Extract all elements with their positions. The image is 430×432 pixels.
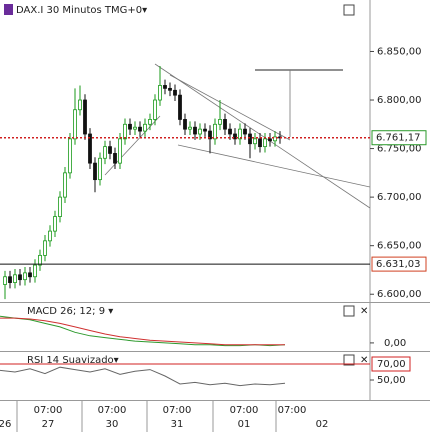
level-label: 6.631,03	[376, 259, 421, 270]
candle-body	[163, 85, 167, 89]
candle-body	[23, 272, 27, 281]
candle-body	[73, 109, 77, 140]
x-tick-label: 07:00	[230, 405, 259, 416]
candle-body	[93, 162, 97, 181]
candle-body	[138, 126, 142, 132]
candle-body	[178, 94, 182, 120]
candle-body	[143, 123, 147, 132]
chart-title: DAX.I 30 Minutos TMG+0▾	[16, 5, 147, 16]
candle-body	[28, 272, 32, 278]
trend-line	[104, 115, 161, 176]
candle-body	[133, 126, 137, 130]
close-button[interactable]: ✕	[360, 355, 368, 366]
level-box	[371, 256, 427, 272]
candle-body	[233, 133, 237, 140]
y-tick-label: 0,00	[384, 338, 406, 349]
candle-body	[13, 274, 17, 283]
y-tick-label: 6.750,00	[377, 144, 422, 155]
x-tick-label: 07:00	[163, 405, 192, 416]
candle-body	[228, 128, 232, 135]
candle-body	[253, 138, 257, 145]
trend-line	[154, 63, 370, 209]
main-panel	[3, 63, 370, 300]
y-tick-label: 50,00	[377, 375, 406, 386]
candle-body	[53, 216, 57, 232]
candle-body	[218, 119, 222, 125]
maximize-button[interactable]	[343, 4, 355, 16]
candle-body	[33, 264, 37, 278]
date-label: 02	[316, 419, 329, 430]
instrument-icon	[4, 4, 13, 15]
candle-body	[98, 157, 102, 181]
maximize-button[interactable]	[343, 305, 355, 317]
candle-body	[273, 136, 277, 142]
macd-line	[0, 317, 285, 346]
candle-body	[203, 128, 207, 132]
y-tick-label: 6.600,00	[377, 289, 422, 300]
candle-body	[43, 240, 47, 256]
rsi-title: RSI 14 Suavizado▾	[27, 355, 119, 366]
date-label: 30	[106, 419, 119, 430]
rsi-line	[0, 366, 286, 387]
candle-body	[268, 138, 272, 142]
date-label: 01	[238, 419, 251, 430]
candle-body	[58, 196, 62, 217]
rsi-level-box	[371, 356, 411, 372]
candle-body	[173, 89, 177, 96]
candle-body	[68, 138, 72, 174]
date-label: 27	[42, 419, 55, 430]
candle-body	[238, 128, 242, 140]
candle-body	[8, 276, 12, 283]
y-tick-label: 70,00	[377, 359, 406, 370]
candle-body	[123, 123, 127, 140]
maximize-button[interactable]	[343, 354, 355, 366]
candle-body	[148, 119, 152, 125]
candle-body	[18, 274, 22, 281]
y-tick-label: 6.650,00	[377, 241, 422, 252]
y-tick-label: 6.800,00	[377, 95, 422, 106]
candle-body	[168, 87, 172, 91]
candle-body	[78, 99, 82, 111]
date-label: 26	[0, 419, 11, 430]
candle-body	[248, 133, 252, 145]
candle-body	[183, 119, 187, 130]
last-price-box	[371, 130, 427, 146]
close-button[interactable]: ✕	[360, 306, 368, 317]
candle-body	[193, 126, 197, 135]
last-price-label: 6.761,17	[376, 133, 421, 144]
candle-body	[243, 128, 247, 135]
candle-body	[153, 99, 157, 120]
candle-body	[113, 153, 117, 164]
candle-body	[213, 123, 217, 140]
candle-body	[48, 230, 52, 242]
candle-body	[83, 99, 87, 135]
x-tick-label: 07:00	[98, 405, 127, 416]
candle-body	[158, 85, 162, 101]
candle-body	[103, 146, 107, 159]
x-tick-label: 07:00	[278, 405, 307, 416]
candle-body	[63, 172, 67, 198]
candle-body	[128, 123, 132, 130]
candle-body	[3, 276, 7, 285]
candle-body	[38, 254, 42, 266]
candle-body	[223, 119, 227, 130]
candle-body	[118, 138, 122, 164]
date-label: 31	[171, 419, 184, 430]
candle-body	[263, 138, 267, 148]
candle-body	[258, 138, 262, 148]
macd-title: MACD 26; 12; 9 ▾	[27, 306, 113, 317]
candle-body	[188, 126, 192, 130]
x-tick-label: 07:00	[34, 405, 63, 416]
y-tick-label: 6.850,00	[377, 46, 422, 57]
y-tick-label: 6.700,00	[377, 192, 422, 203]
macd-line	[0, 315, 286, 347]
candle-body	[108, 146, 112, 154]
candle-body	[208, 130, 212, 140]
candle-body	[88, 133, 92, 164]
candle-body	[198, 128, 202, 135]
trend-line	[169, 74, 291, 141]
